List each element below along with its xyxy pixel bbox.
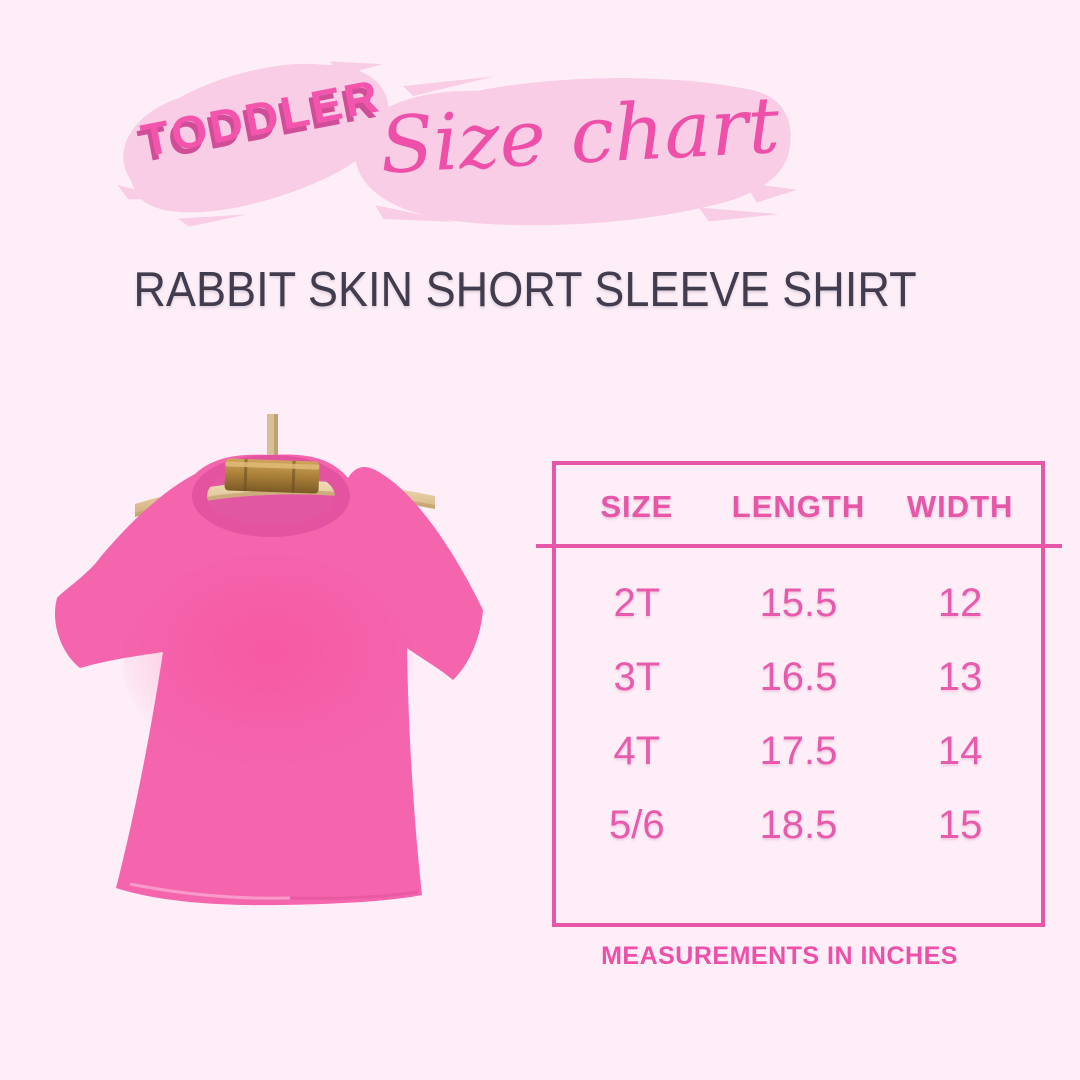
size-cell: 3T — [613, 654, 661, 699]
column-header-width: WIDTH — [906, 488, 1014, 524]
width-cell: 13 — [937, 654, 983, 699]
tshirt-photo — [54, 414, 483, 906]
table-header-divider — [536, 544, 1062, 548]
length-cell: 18.5 — [759, 802, 838, 847]
table-row: 5/6 18.5 15 — [556, 788, 1041, 862]
size-cell: 4T — [613, 728, 661, 773]
brush-stroke-left — [117, 61, 389, 227]
table-row: 3T 16.5 13 — [556, 640, 1041, 714]
table-row: 2T 15.5 12 — [556, 566, 1041, 640]
length-cell: 16.5 — [759, 654, 838, 699]
width-cell: 14 — [937, 728, 983, 773]
table-row: 4T 17.5 14 — [556, 714, 1041, 788]
table-body: 2T 15.5 12 3T 16.5 13 4T 17.5 14 5/6 18.… — [556, 548, 1041, 862]
size-cell: 2T — [613, 580, 661, 625]
brush-stroke-right — [355, 76, 797, 226]
length-cell: 17.5 — [759, 728, 838, 773]
product-title: RABBIT SKIN SHORT SLEEVE SHIRT — [133, 263, 917, 317]
table-header-row: SIZE LENGTH WIDTH — [556, 465, 1041, 548]
size-table: SIZE LENGTH WIDTH 2T 15.5 12 3T 16.5 13 … — [552, 461, 1045, 927]
width-cell: 12 — [937, 580, 983, 625]
size-cell: 5/6 — [609, 802, 665, 847]
width-cell: 15 — [937, 802, 983, 847]
units-note: MEASUREMENTS IN INCHES — [601, 942, 958, 970]
hanger-clip-icon — [224, 458, 320, 494]
column-header-size: SIZE — [600, 488, 674, 524]
column-header-length: LENGTH — [731, 488, 866, 524]
length-cell: 15.5 — [759, 580, 838, 625]
